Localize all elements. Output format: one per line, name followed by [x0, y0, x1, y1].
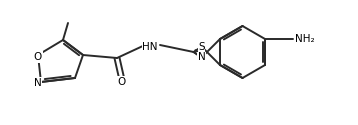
Text: NH₂: NH₂ — [295, 34, 315, 44]
Text: O: O — [118, 77, 126, 87]
Text: HN: HN — [142, 42, 158, 52]
Text: N: N — [198, 52, 205, 62]
Text: S: S — [198, 42, 205, 52]
Text: N: N — [34, 78, 42, 88]
Text: O: O — [34, 52, 42, 62]
